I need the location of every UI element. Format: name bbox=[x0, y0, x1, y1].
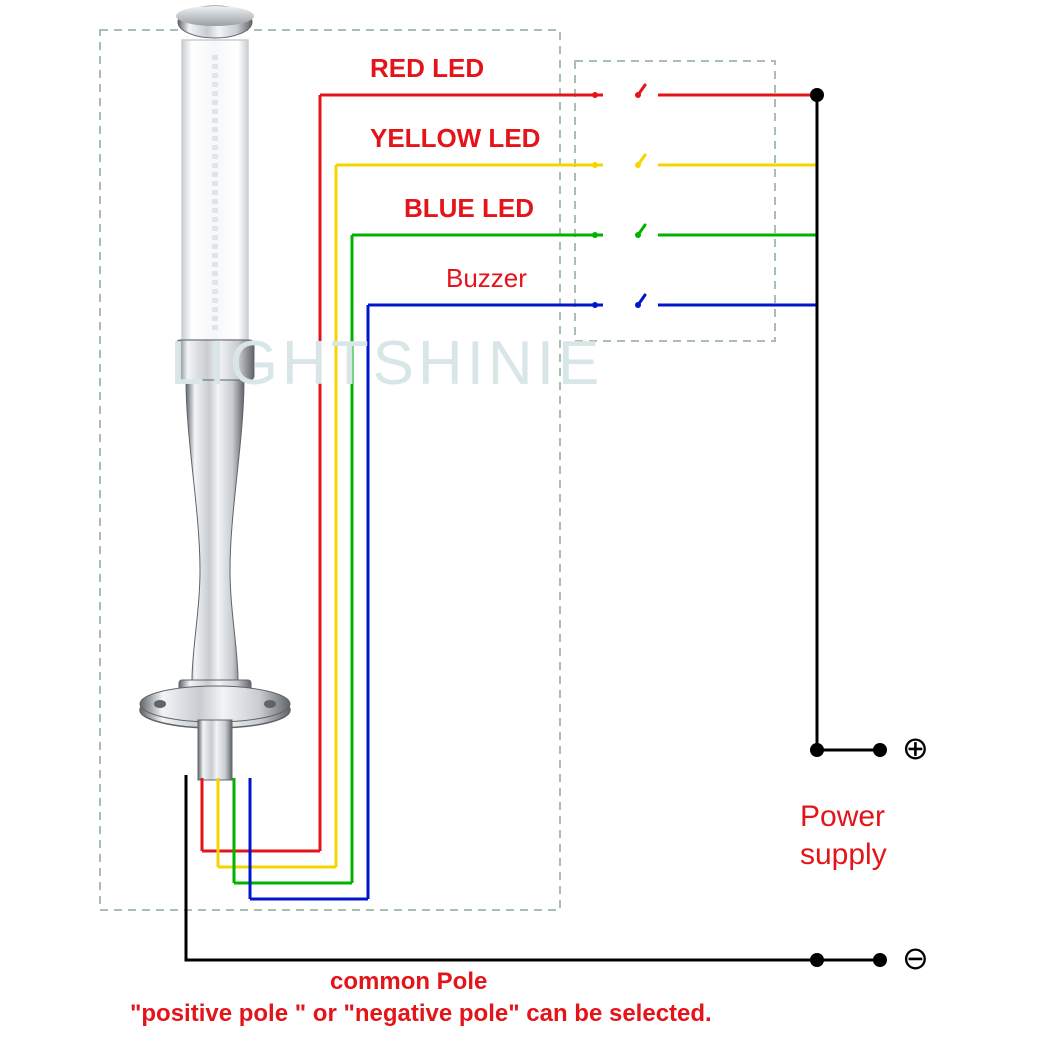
common-pole-explain: "positive pole " or "negative pole" can … bbox=[130, 1000, 712, 1028]
light-unit-box bbox=[100, 30, 560, 910]
label-green: BLUE LED bbox=[404, 193, 534, 224]
tower-stem bbox=[186, 380, 244, 680]
bus-top-node bbox=[810, 88, 824, 102]
plus-terminal-icon: ⊕ bbox=[902, 729, 929, 767]
power-supply-label-2: supply bbox=[800, 838, 887, 872]
label-yellow: YELLOW LED bbox=[370, 123, 540, 154]
minus-terminal-icon: ⊖ bbox=[902, 939, 929, 977]
common-node bbox=[810, 953, 824, 967]
tower-pipe bbox=[198, 720, 232, 780]
switch-box bbox=[575, 61, 775, 341]
label-red: RED LED bbox=[370, 53, 484, 84]
watermark: LIGHTSHINIE bbox=[170, 328, 603, 399]
label-blue: Buzzer bbox=[446, 263, 527, 294]
common-pole-label: common Pole bbox=[330, 968, 487, 996]
power-supply-label-1: Power bbox=[800, 800, 885, 834]
wiring-diagram bbox=[0, 0, 1057, 1057]
tower-cap-top bbox=[176, 6, 254, 26]
